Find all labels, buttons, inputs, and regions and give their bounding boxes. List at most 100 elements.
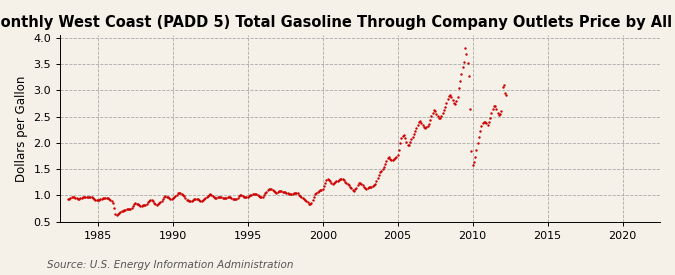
Point <box>231 196 242 201</box>
Point <box>227 197 238 201</box>
Point <box>100 195 111 200</box>
Point <box>128 204 138 209</box>
Point <box>86 195 97 199</box>
Point <box>111 213 122 217</box>
Point <box>261 189 272 194</box>
Point <box>475 129 485 134</box>
Point <box>414 120 425 125</box>
Point <box>401 140 412 144</box>
Point <box>335 177 346 182</box>
Point <box>81 195 92 199</box>
Point <box>121 207 132 211</box>
Point <box>225 195 236 199</box>
Point <box>356 182 367 186</box>
Point <box>306 201 317 205</box>
Point <box>222 195 233 199</box>
Point <box>255 195 266 199</box>
Point <box>96 196 107 201</box>
Point <box>119 208 130 212</box>
Point <box>141 202 152 206</box>
Point <box>383 155 394 159</box>
Point <box>277 189 288 194</box>
Point <box>317 187 328 191</box>
Point <box>192 197 203 201</box>
Point <box>191 196 202 201</box>
Point <box>138 203 149 207</box>
Point <box>142 200 153 205</box>
Point <box>467 163 478 167</box>
Point <box>109 205 119 210</box>
Point <box>310 192 321 197</box>
Point <box>382 156 393 160</box>
Point <box>290 191 300 195</box>
Point <box>332 178 343 183</box>
Point <box>144 199 155 203</box>
Point <box>364 184 375 189</box>
Point <box>194 198 205 202</box>
Point <box>265 186 275 191</box>
Point <box>481 121 492 125</box>
Point <box>408 132 419 136</box>
Point <box>426 114 437 118</box>
Point <box>355 181 366 185</box>
Point <box>125 207 136 211</box>
Point <box>380 162 391 167</box>
Point <box>63 196 74 201</box>
Point <box>311 191 322 195</box>
Point <box>402 142 413 147</box>
Point <box>150 202 161 207</box>
Point <box>302 200 313 205</box>
Point <box>104 197 115 201</box>
Point <box>297 196 308 200</box>
Point <box>314 189 325 193</box>
Point <box>364 185 375 189</box>
Point <box>62 197 73 201</box>
Point <box>321 178 332 182</box>
Point <box>464 73 475 78</box>
Point <box>288 192 298 196</box>
Point <box>331 178 342 183</box>
Point <box>210 195 221 200</box>
Point <box>375 170 385 175</box>
Point <box>496 109 507 114</box>
Point <box>316 188 327 192</box>
Point <box>106 199 117 203</box>
Point <box>66 195 77 199</box>
Point <box>173 191 184 195</box>
Point <box>186 199 197 203</box>
Point <box>232 195 243 200</box>
Point <box>95 197 106 201</box>
Point <box>135 204 146 208</box>
Point <box>159 195 169 199</box>
Point <box>442 97 453 101</box>
Point <box>372 176 383 180</box>
Point <box>276 189 287 194</box>
Point <box>420 126 431 130</box>
Point <box>76 195 87 200</box>
Point <box>418 125 429 130</box>
Point <box>476 124 487 128</box>
Point <box>457 65 468 70</box>
Point <box>376 169 387 173</box>
Point <box>315 188 325 192</box>
Point <box>385 156 396 161</box>
Point <box>202 194 213 198</box>
Point <box>325 179 335 183</box>
Point <box>285 192 296 197</box>
Point <box>85 194 96 199</box>
Point <box>425 118 435 122</box>
Point <box>107 201 118 205</box>
Point <box>501 92 512 97</box>
Point <box>273 189 284 194</box>
Point <box>221 195 232 200</box>
Point <box>333 178 344 182</box>
Point <box>65 195 76 200</box>
Point <box>124 207 134 211</box>
Point <box>280 190 291 194</box>
Point <box>454 86 464 90</box>
Point <box>235 193 246 197</box>
Point <box>394 148 404 152</box>
Point <box>398 133 408 138</box>
Point <box>71 196 82 200</box>
Point <box>70 195 81 200</box>
